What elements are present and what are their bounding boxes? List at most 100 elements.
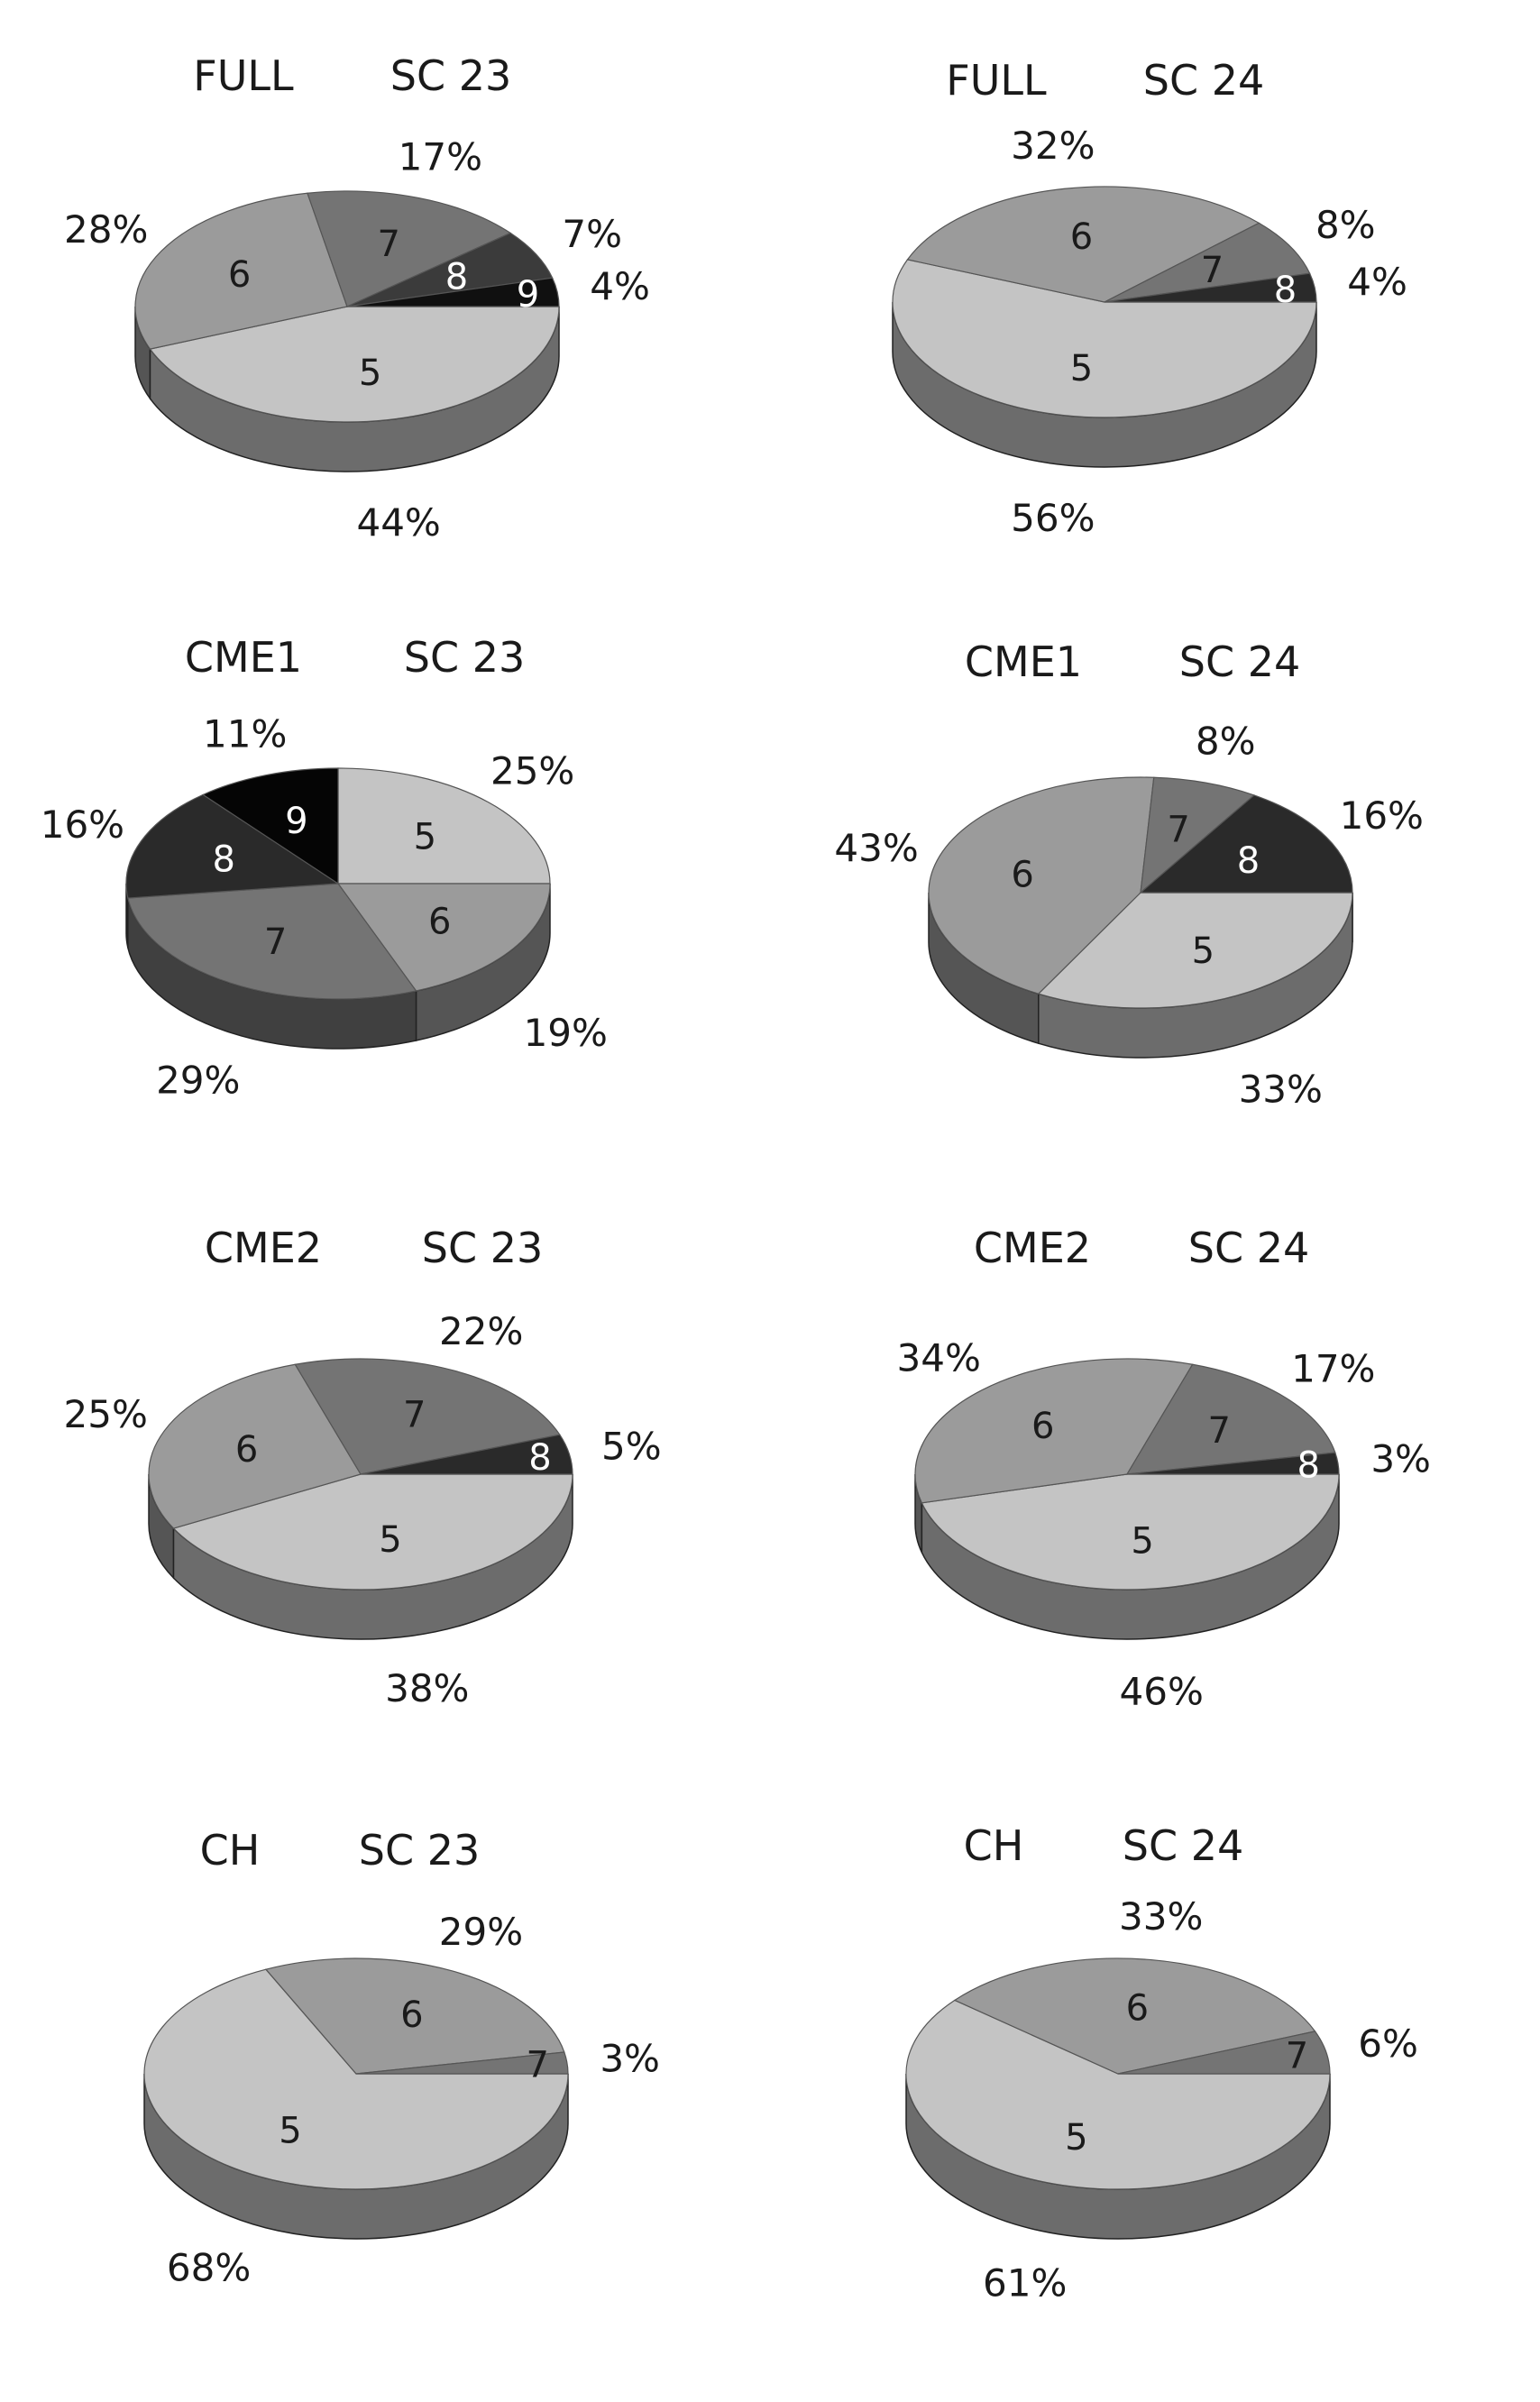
panel-title: CME1 [185,633,302,682]
slice-category-label: 7 [1201,250,1224,291]
pie-slice-9 [346,277,560,307]
pie-slice-8 [1104,272,1317,303]
slice-category-label: 8 [1237,840,1260,882]
slice-category-label: 9 [517,274,539,316]
slice-percent-label: 33% [1239,1067,1323,1111]
slice-category-label: 5 [1065,2117,1087,2159]
slice-category-label: 5 [1070,348,1093,390]
panel-title: FULL [946,56,1047,105]
panel-title: FULL [193,51,294,100]
pie-slice-6 [134,192,348,350]
slice-percent-label: 16% [41,802,124,847]
slice-category-label: 5 [1131,1521,1153,1563]
slice-percent-label: 7% [562,212,622,256]
slice-category-label: 8 [213,839,235,881]
pie-panel-cme1-sc-23: CME1 SC 23 5 6 78 9 25% 19% 29% 16% 11% [41,633,608,1102]
slice-category-label: 7 [1208,1410,1231,1452]
slice-category-label: 5 [414,817,436,858]
slice-percent-label: 4% [1347,260,1407,304]
pie-slice-6 [953,1957,1316,2075]
pie-slice-7 [127,883,417,1000]
pie-slice-8 [346,232,554,307]
slice-percent-label: 32% [1011,124,1095,168]
pie-slice-7 [1140,776,1256,894]
slice-category-label: 5 [279,2111,301,2152]
slice-percent-label: 16% [1340,793,1424,838]
pie-slice-8 [1139,794,1353,894]
panel-title: CH [964,1821,1024,1870]
slice-category-label: 6 [1031,1406,1054,1447]
slice-category-label: 6 [228,254,251,296]
slice-category-label: 5 [1192,931,1215,972]
pie-slice-8 [360,1434,573,1475]
slice-percent-label: 43% [834,826,918,870]
pie-slice-7 [1117,2031,1331,2075]
pie-slice-6 [928,776,1155,995]
slice-percent-label: 3% [1370,1436,1431,1481]
slice-percent-label: 29% [156,1058,240,1102]
pie-slice-5 [905,1999,1331,2190]
pie-slice-8 [1126,1452,1340,1475]
slice-percent-label: 25% [490,749,574,793]
pie-slice-5 [172,1473,573,1591]
slice-category-label: 6 [428,902,451,943]
slice-category-label: 8 [445,256,468,298]
panel-subtitle: SC 23 [390,51,511,100]
slice-percent-label: 8% [1315,203,1376,247]
panel-title: CME2 [974,1224,1091,1272]
slice-percent-label: 4% [590,264,650,308]
pie-slice-7 [294,1358,561,1475]
slice-percent-label: 38% [385,1666,469,1710]
slice-percent-label: 46% [1120,1670,1204,1714]
slice-percent-label: 28% [64,207,148,252]
panel-subtitle: SC 24 [1123,1821,1243,1870]
slice-category-label: 8 [1297,1445,1319,1487]
slice-percent-label: 6% [1358,2022,1418,2066]
slice-percent-label: 29% [439,1910,523,1954]
pie-slice-6 [914,1358,1194,1504]
slice-percent-label: 34% [897,1336,981,1380]
panel-subtitle: SC 23 [359,1826,480,1875]
pie-panel-full-sc-23: FULL SC 23 5 6 7 8 9 44% 28% 17% 7% 4% [64,51,650,545]
pie-slice-5 [337,767,551,885]
slice-percent-label: 61% [983,2261,1067,2306]
slice-percent-label: 3% [600,2036,660,2080]
pie-slice-5 [143,1968,569,2190]
panel-title: CME1 [965,637,1082,686]
pie-slice-6 [148,1363,362,1529]
pie-slice-7 [1125,1363,1336,1475]
panel-title: CH [200,1826,261,1875]
panel-subtitle: SC 24 [1143,56,1264,105]
pie-slice-7 [355,2051,569,2075]
pie-slice-6 [336,883,551,992]
slice-category-label: 7 [403,1394,426,1435]
slice-category-label: 6 [1070,216,1093,258]
slice-category-label: 8 [528,1437,551,1479]
slice-category-label: 7 [377,224,399,265]
slice-percent-label: 33% [1119,1894,1203,1939]
slice-category-label: 7 [264,921,287,963]
slice-category-label: 9 [285,801,307,842]
slice-category-label: 6 [1126,1988,1149,2030]
pie-slice-7 [307,190,512,307]
slice-category-label: 7 [1167,809,1189,850]
pie-slice-6 [264,1957,565,2075]
pie-panel-ch-sc-24: CH SC 24 5 6 7 61% 33% 6% [905,1821,1418,2306]
slice-percent-label: 22% [439,1309,523,1353]
slice-percent-label: 11% [203,711,287,756]
slice-category-label: 6 [235,1429,258,1471]
slice-percent-label: 56% [1011,496,1095,540]
slice-percent-label: 68% [167,2246,251,2290]
pie-slice-8 [125,793,340,899]
pie-slice-6 [906,186,1260,303]
panel-subtitle: SC 23 [404,633,525,682]
slice-percent-label: 17% [399,134,482,179]
pie-slice-9 [201,767,339,885]
slice-category-label: 5 [379,1519,401,1561]
pie-slice-5 [892,259,1317,418]
panel-subtitle: SC 23 [422,1224,543,1272]
slice-category-label: 8 [1274,270,1297,311]
slice-category-label: 5 [359,353,381,394]
pie-panel-full-sc-24: FULL SC 24 5 6 7 8 56% 32% 8% 4% [892,56,1407,540]
